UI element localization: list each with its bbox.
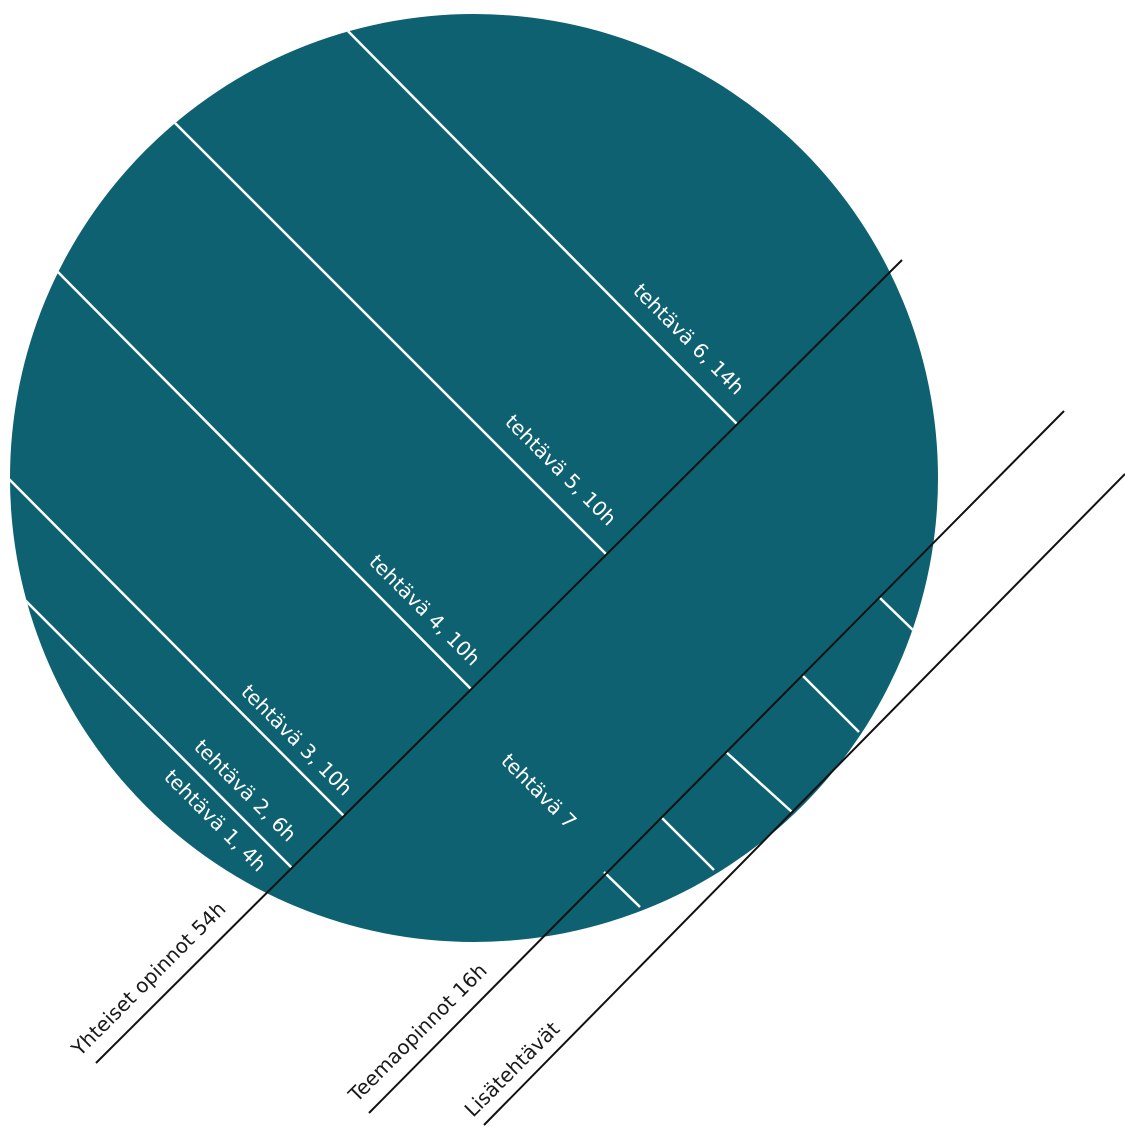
common-studies-line	[95, 259, 903, 1064]
extra-task-dividers	[603, 597, 916, 908]
extra-divider-5	[879, 597, 916, 633]
extra-divider-4	[802, 675, 860, 733]
divider-task5-task6	[334, 17, 738, 425]
extra-tasks-label: Lisätehtävät	[460, 1017, 565, 1122]
extra-divider-1	[603, 871, 641, 908]
divider-task2-task3	[10, 469, 345, 817]
divider-task3-task4	[49, 263, 472, 690]
common-study-dividers	[10, 17, 738, 869]
extra-divider-3	[725, 751, 793, 813]
divider-task4-task5	[166, 114, 608, 556]
extra-tasks-line	[483, 473, 1125, 1126]
study-circle	[10, 14, 938, 942]
extra-divider-2	[661, 817, 715, 871]
theme-studies-label: Teemaopinnot 16h	[343, 958, 492, 1107]
theme-studies-line	[368, 410, 1065, 1114]
common-studies-label: Yhteiset opinnot 54h	[66, 897, 231, 1062]
divider-task1-task2	[19, 594, 293, 869]
